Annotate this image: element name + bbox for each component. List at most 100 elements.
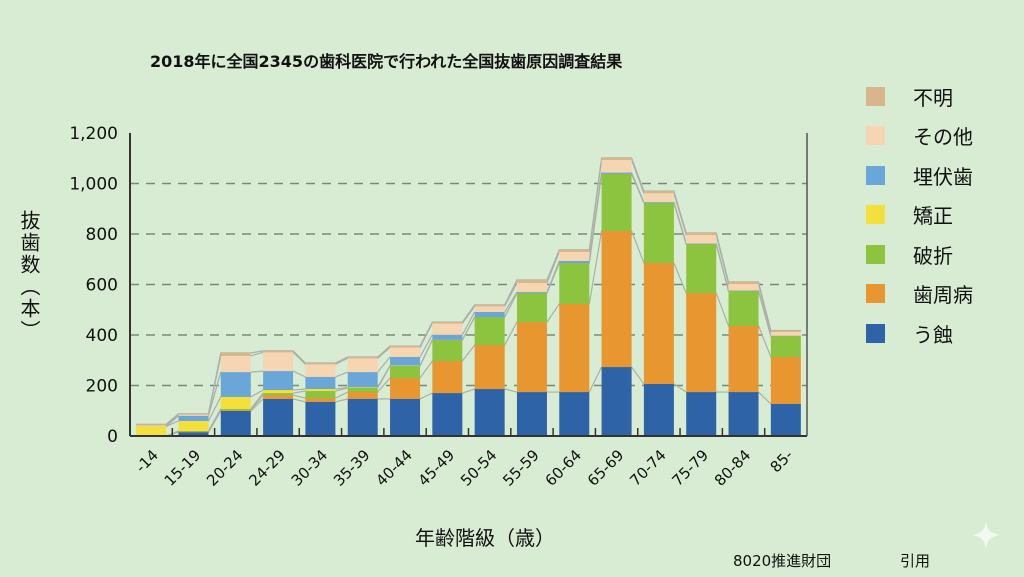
bar-segment <box>178 415 209 421</box>
bar-segment <box>305 363 336 365</box>
x-tick-label: 24-29 <box>245 446 289 490</box>
bar-segment <box>686 293 717 393</box>
bar-segment <box>178 430 209 432</box>
bar-segment <box>347 392 378 399</box>
bar-segment <box>305 376 336 390</box>
bar-segment <box>347 398 378 436</box>
bar-segment <box>305 389 336 392</box>
bar-segment <box>601 172 632 174</box>
connector-line <box>136 157 801 425</box>
legend-label: 不明 <box>913 85 953 110</box>
bar-segment <box>263 350 294 353</box>
bar-segment <box>305 364 336 377</box>
bar-segment <box>390 346 421 348</box>
bar-segment <box>305 391 336 399</box>
x-axis-label: 年齢階級（歳） <box>415 526 555 550</box>
connector-line <box>136 172 801 428</box>
bar-segment <box>178 413 209 415</box>
bar-segment <box>432 340 463 362</box>
bar-segment <box>220 372 251 397</box>
bar-segment <box>643 263 674 384</box>
bar-segment <box>601 367 632 436</box>
legend-swatch <box>866 244 885 264</box>
legend-swatch <box>866 205 885 224</box>
y-tick-label: 400 <box>86 326 118 346</box>
bar-segment <box>559 263 590 304</box>
bar-segment <box>686 244 717 294</box>
bar-segment <box>263 390 294 394</box>
bar-segment <box>220 396 251 409</box>
x-tick-label: 40-44 <box>372 446 416 490</box>
x-tick-label: 45-49 <box>415 446 459 490</box>
bar-segment <box>770 356 801 404</box>
y-tick-label: 0 <box>107 427 118 447</box>
x-tick-label: 15-19 <box>161 446 205 490</box>
bar-segment <box>770 336 801 357</box>
bar-segment <box>559 251 590 262</box>
bar-segment <box>728 290 759 292</box>
bar-segment <box>390 356 421 366</box>
bar-segment <box>432 323 463 335</box>
x-tick-label: 35-39 <box>330 446 374 490</box>
bar-segment <box>516 279 547 283</box>
legend-swatch <box>866 86 885 106</box>
legend-label: 埋伏歯 <box>913 164 973 189</box>
x-tick-label: -14 <box>132 446 162 476</box>
bar-segment <box>263 398 294 436</box>
bar-segment <box>516 322 547 393</box>
bar-segment <box>432 393 463 436</box>
bar-segment <box>263 371 294 391</box>
bar-segment <box>643 383 674 436</box>
bar-segment <box>136 424 167 426</box>
bar-segment <box>390 366 421 378</box>
bar-segment <box>136 425 167 427</box>
legend-label: う蝕 <box>913 322 953 347</box>
bar-segment <box>728 281 759 284</box>
bar-segment <box>390 398 421 436</box>
legend-swatch <box>866 323 885 343</box>
bar-segment <box>643 202 674 264</box>
bar-segment <box>474 389 505 436</box>
x-tick-label: 60-64 <box>542 446 586 490</box>
bar-segment <box>305 398 336 402</box>
bar-segment <box>390 365 421 367</box>
bar-segment <box>474 306 505 313</box>
bar-segment <box>390 347 421 357</box>
bar-segment <box>178 431 209 433</box>
legend-item: う蝕 <box>866 320 953 347</box>
sparkle-icon <box>972 520 1000 550</box>
bar-segment <box>474 312 505 318</box>
bar-segment <box>559 303 590 393</box>
y-tick-label: 200 <box>86 377 118 397</box>
legend-label: その他 <box>913 125 973 149</box>
bar-segment <box>686 232 717 236</box>
bar-segment <box>728 392 759 436</box>
bar-segment <box>770 330 801 332</box>
bar-segment <box>347 358 378 373</box>
x-tick-label: 20-24 <box>203 446 247 490</box>
bar-segment <box>178 414 209 416</box>
bar-segment <box>686 392 717 436</box>
bar-segment <box>728 325 759 393</box>
legend-item: 破折 <box>866 241 953 268</box>
legend-label: 矯正 <box>913 204 953 228</box>
x-tick-label: 85- <box>767 446 797 476</box>
bar-segment <box>601 157 632 161</box>
bar-segment <box>432 322 463 324</box>
source-text: 8020推進財団 <box>733 552 832 570</box>
y-axis-label: 抜歯数（本） <box>17 210 41 342</box>
x-tick-label: 65-69 <box>584 446 628 490</box>
y-tick-label: 600 <box>86 276 118 296</box>
legend-item: 歯周病 <box>866 281 973 307</box>
bar-segment <box>347 388 378 393</box>
bar-segment <box>347 356 378 359</box>
legend-label: 破折 <box>913 243 953 268</box>
y-tick-label: 1,200 <box>69 124 118 144</box>
bar-segment <box>178 420 209 431</box>
bar-segment <box>601 160 632 173</box>
bar-segment <box>474 317 505 346</box>
bar-segment <box>601 173 632 231</box>
bar-segment <box>516 292 547 294</box>
bar-segment <box>559 392 590 436</box>
y-tick-label: 800 <box>86 225 118 245</box>
